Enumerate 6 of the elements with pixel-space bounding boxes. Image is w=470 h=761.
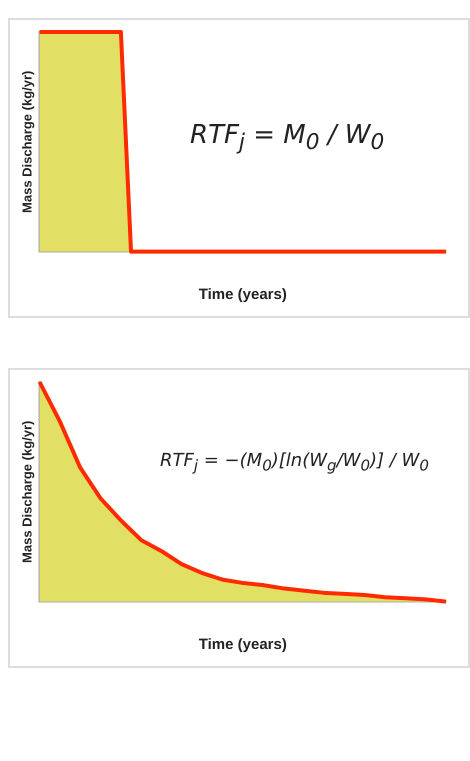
text: RTF$_{j}$ = −(M$_{0}$)[ln(W$_{g}$/W$_{0}$)] / W$_{0}$ [160,450,429,475]
y-axis-title: Mass Discharge (kg/yr) [19,70,34,213]
annotation: RTF$_{j}$ = M$_{0}$ / W$_{0}$ [190,120,384,156]
x-axis-title: Time (years) [198,286,287,304]
x-axis-title: Time (years) [198,636,287,654]
y-axis-title: Mass Discharge (kg/yr) [19,420,34,563]
